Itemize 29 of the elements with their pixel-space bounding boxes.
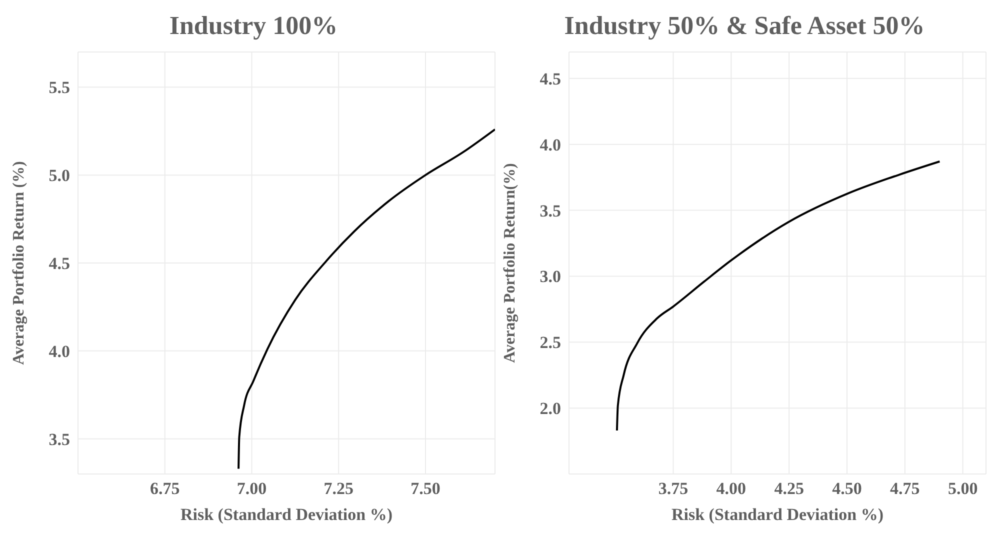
y-tick-label: 4.0: [48, 342, 70, 361]
y-tick-label: 5.0: [48, 166, 70, 186]
x-tick-label: 7.25: [324, 479, 354, 498]
chart-title: Industry 50% & Safe Asset 50%: [563, 10, 926, 42]
y-tick-label: 3.0: [540, 267, 561, 286]
chart-title: Industry 100%: [168, 10, 339, 42]
y-tick-label: 5.5: [48, 78, 70, 98]
y-tick-label: 3.5: [540, 201, 561, 220]
y-axis-title: Average Portfolio Return(%): [502, 163, 519, 363]
line-series: [616, 160, 941, 432]
x-tick-label: 4.50: [832, 479, 862, 498]
y-axis-title: Average Portfolio Return (%): [10, 161, 28, 365]
x-tick-label: 6.75: [150, 479, 180, 498]
x-tick-label: 7.50: [410, 479, 440, 498]
x-tick-label: 4.75: [890, 479, 920, 498]
x-tick-label: 4.25: [774, 479, 804, 498]
y-tick-label: 2.0: [540, 399, 561, 418]
x-axis-title: Risk (Standard Deviation %): [671, 505, 884, 524]
y-tick-label: 4.5: [540, 69, 561, 88]
y-tick-label: 2.5: [540, 333, 561, 352]
x-tick-label: 7.00: [236, 479, 267, 498]
x-axis-title: Risk (Standard Deviation %): [180, 505, 393, 524]
y-tick-label: 4.5: [48, 254, 70, 274]
line-series: [238, 128, 495, 470]
x-tick-label: 4.00: [716, 479, 746, 498]
x-tick-label: 3.75: [658, 479, 688, 498]
y-tick-label: 3.5: [48, 430, 70, 449]
y-tick-label: 4.0: [540, 135, 561, 154]
x-tick-label: 5.00: [948, 479, 978, 498]
